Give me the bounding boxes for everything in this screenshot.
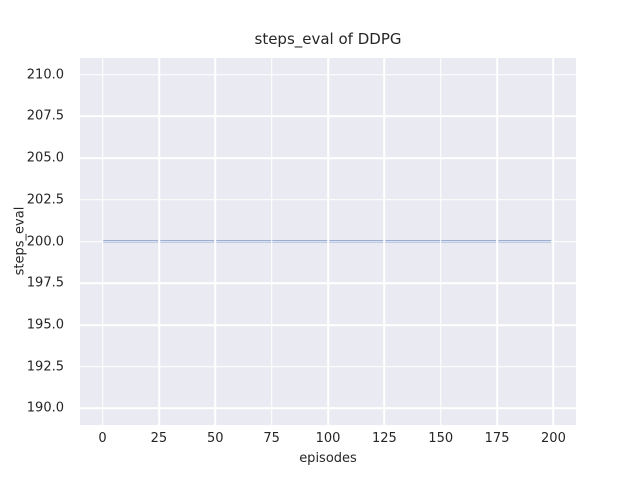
x-tick-label: 100 xyxy=(315,431,341,446)
vertical-gridline xyxy=(214,58,217,425)
x-tick-label: 0 xyxy=(98,431,107,446)
plot-area xyxy=(80,58,576,425)
vertical-gridline xyxy=(327,58,329,425)
vertical-gridline xyxy=(101,58,104,425)
vertical-gridline xyxy=(383,58,386,425)
chart-title: steps_eval of DDPG xyxy=(254,30,402,48)
x-tick-label: 175 xyxy=(484,431,510,446)
y-tick-label: 192.5 xyxy=(26,359,64,375)
x-tick-labels: 0 25 50 75 100 125 150 175 200 xyxy=(80,431,576,449)
x-tick-label: 125 xyxy=(371,431,397,446)
y-tick-label: 202.5 xyxy=(26,192,64,208)
vertical-gridline xyxy=(158,58,160,425)
y-tick-label: 197.5 xyxy=(26,275,64,291)
y-tick-label: 207.5 xyxy=(26,108,64,124)
y-tick-labels: 190.0 192.5 195.0 197.5 200.0 202.5 205.0 207.5… xyxy=(0,58,72,425)
y-tick-label: 200.0 xyxy=(26,234,64,249)
vertical-gridline xyxy=(270,58,273,425)
x-tick-label: 150 xyxy=(428,431,454,446)
vertical-gridline xyxy=(439,58,442,425)
y-tick-label: 210.0 xyxy=(26,67,64,83)
x-tick-label: 25 xyxy=(150,431,168,446)
y-tick-label: 205.0 xyxy=(26,150,64,166)
vertical-gridline xyxy=(552,58,555,425)
y-tick-label: 195.0 xyxy=(26,317,64,333)
x-tick-label: 50 xyxy=(206,431,224,446)
y-tick-label: 190.0 xyxy=(26,400,64,416)
x-tick-label: 75 xyxy=(263,431,280,446)
vertical-gridline xyxy=(496,58,498,425)
x-axis-label: episodes xyxy=(299,451,357,466)
x-tick-label: 200 xyxy=(541,431,566,446)
